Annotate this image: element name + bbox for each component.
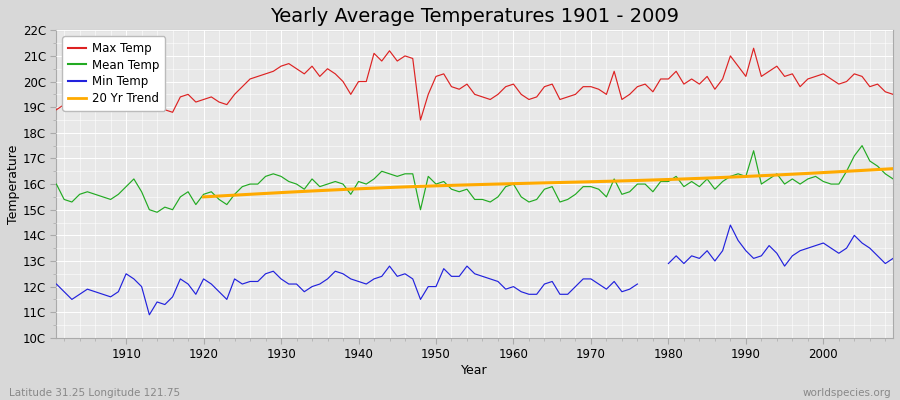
- Title: Yearly Average Temperatures 1901 - 2009: Yearly Average Temperatures 1901 - 2009: [270, 7, 680, 26]
- Text: Latitude 31.25 Longitude 121.75: Latitude 31.25 Longitude 121.75: [9, 388, 180, 398]
- X-axis label: Year: Year: [462, 364, 488, 377]
- Y-axis label: Temperature: Temperature: [7, 144, 20, 224]
- Text: worldspecies.org: worldspecies.org: [803, 388, 891, 398]
- Legend: Max Temp, Mean Temp, Min Temp, 20 Yr Trend: Max Temp, Mean Temp, Min Temp, 20 Yr Tre…: [62, 36, 165, 111]
